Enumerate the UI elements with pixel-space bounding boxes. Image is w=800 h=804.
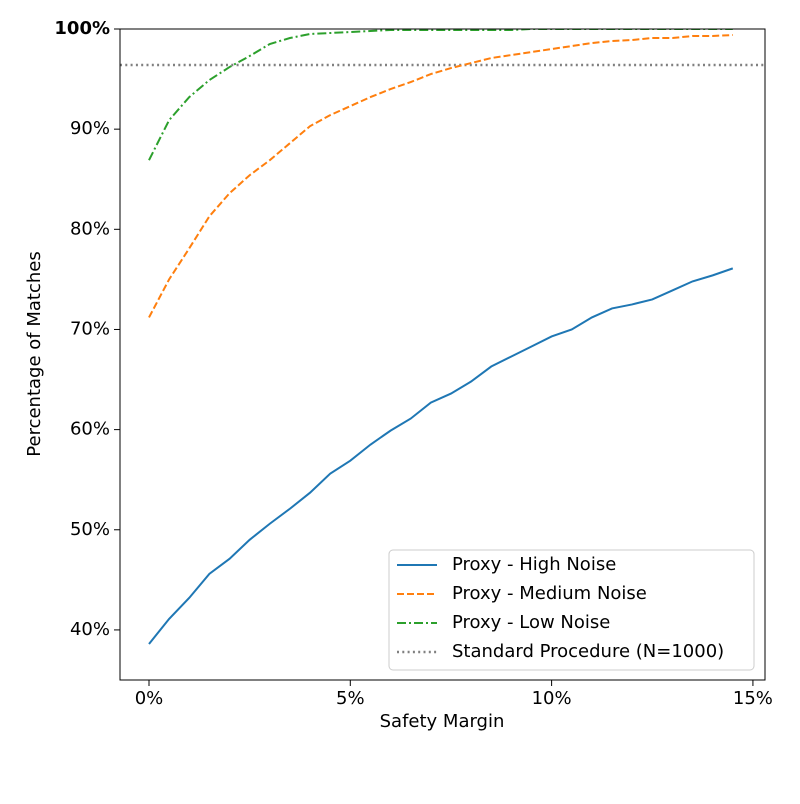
y-tick-label: 90%: [70, 118, 110, 139]
legend-label: Standard Procedure (N=1000): [452, 641, 724, 662]
legend-label: Proxy - Low Noise: [452, 612, 610, 633]
legend-label: Proxy - Medium Noise: [452, 583, 647, 604]
axes-frame: [119, 28, 766, 681]
x-tick-label: 10%: [532, 688, 572, 709]
y-axis-label: Percentage of Matches: [24, 251, 45, 456]
y-tick-label: 70%: [70, 318, 110, 339]
x-tick-label: 5%: [336, 688, 365, 709]
y-tick-label: 50%: [70, 519, 110, 540]
y-tick-label: 60%: [70, 419, 110, 440]
x-axis-label: Safety Margin: [380, 711, 505, 732]
x-tick-label: 0%: [135, 688, 164, 709]
legend-label: Proxy - High Noise: [452, 554, 616, 575]
plot-area: [120, 29, 765, 645]
legend: Proxy - High Noise Proxy - Medium Noise Pr…: [388, 549, 755, 671]
y-tick-label: 100%: [54, 18, 110, 39]
series-line: [148, 34, 733, 318]
y-tick-label: 80%: [70, 218, 110, 239]
series-line: [148, 29, 733, 161]
x-tick-label: 15%: [733, 688, 773, 709]
y-tick-label: 40%: [70, 619, 110, 640]
legend-box: [388, 549, 755, 671]
series-line: [148, 267, 734, 645]
